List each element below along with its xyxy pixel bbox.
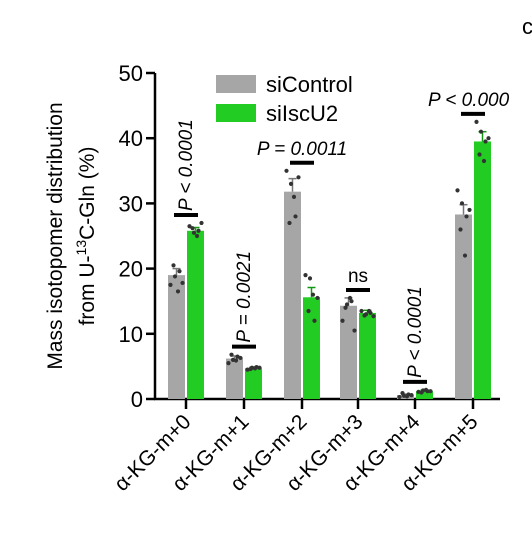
data-point xyxy=(477,152,482,157)
data-point xyxy=(306,308,311,314)
data-point xyxy=(312,318,317,323)
data-point xyxy=(362,313,367,318)
data-point xyxy=(467,207,472,213)
data-point xyxy=(248,366,253,372)
data-point xyxy=(371,314,376,319)
bar-siiscu2-4 xyxy=(416,391,433,399)
data-point xyxy=(344,302,350,307)
data-point xyxy=(455,188,460,193)
significance-label: P < 0.0001 xyxy=(405,286,426,378)
bar-siiscu2-5 xyxy=(474,141,491,399)
data-point xyxy=(199,220,204,226)
bar-siiscu2-2 xyxy=(303,297,320,399)
data-point xyxy=(233,358,239,363)
y-tick-label: 10 xyxy=(119,322,143,347)
panel-letter: c xyxy=(522,14,532,39)
data-point xyxy=(340,318,345,323)
data-point xyxy=(459,201,465,206)
data-point xyxy=(287,220,292,226)
bar-siiscu2-3 xyxy=(359,312,376,399)
data-point xyxy=(310,292,316,297)
data-point xyxy=(196,228,201,233)
data-point xyxy=(180,280,185,286)
y-tick-label: 0 xyxy=(131,387,143,412)
data-point xyxy=(190,226,195,231)
significance-label: P = 0.0021 xyxy=(234,251,255,343)
data-point xyxy=(172,274,178,279)
data-point xyxy=(226,361,231,366)
data-point xyxy=(252,366,258,371)
bar-sicontrol-1 xyxy=(226,358,243,399)
data-point xyxy=(284,168,289,173)
data-point xyxy=(194,233,200,239)
data-point xyxy=(464,214,469,219)
data-point xyxy=(187,224,192,229)
data-point xyxy=(397,394,402,400)
significance-label: P < 0.000 xyxy=(428,90,510,111)
significance-label: P < 0.0001 xyxy=(176,119,197,211)
bar-sicontrol-5 xyxy=(455,214,472,399)
data-point xyxy=(177,269,182,274)
data-point xyxy=(409,392,414,398)
data-point xyxy=(474,119,479,124)
y-tick-label: 20 xyxy=(119,257,143,282)
y-tick-label: 40 xyxy=(119,126,143,151)
data-point xyxy=(458,227,463,232)
bar-siiscu2-0 xyxy=(187,230,204,399)
data-point xyxy=(307,276,313,281)
data-point xyxy=(238,355,243,361)
data-point xyxy=(343,305,348,310)
data-point xyxy=(404,394,410,399)
data-point xyxy=(419,390,424,395)
bar-siiscu2-1 xyxy=(245,368,262,399)
data-point xyxy=(293,214,298,219)
data-point xyxy=(257,365,262,370)
data-point xyxy=(303,273,308,278)
data-point xyxy=(483,139,488,144)
bar-sicontrol-3 xyxy=(340,305,357,399)
data-point xyxy=(349,299,354,304)
legend-swatch-1 xyxy=(216,104,256,122)
significance-label: P = 0.0011 xyxy=(257,139,347,160)
data-point xyxy=(481,158,487,164)
data-point xyxy=(366,308,372,314)
data-point xyxy=(478,129,484,134)
bar-sicontrol-2 xyxy=(284,191,301,399)
y-tick-label: 50 xyxy=(119,61,143,86)
y-axis-label-line2: from U-13C-Gln (%) xyxy=(73,147,99,326)
data-point xyxy=(288,181,294,186)
data-point xyxy=(428,389,433,394)
data-point xyxy=(462,253,468,258)
data-point xyxy=(229,352,234,357)
legend-label-1: siIscU2 xyxy=(266,101,338,126)
data-point xyxy=(191,230,197,235)
data-point xyxy=(423,387,429,392)
data-point xyxy=(400,391,405,396)
data-point xyxy=(486,136,491,141)
data-point xyxy=(352,328,357,333)
legend-swatch-0 xyxy=(216,75,256,93)
bar-sicontrol-0 xyxy=(168,275,185,399)
data-point xyxy=(347,295,353,301)
data-point xyxy=(291,194,297,199)
data-point xyxy=(315,295,320,301)
y-tick-label: 30 xyxy=(119,191,143,216)
data-point xyxy=(296,175,301,180)
data-point xyxy=(359,308,364,314)
y-axis-label-line1: Mass isotopomer distribution xyxy=(44,102,67,369)
data-point xyxy=(171,263,176,268)
legend-label-0: siControl xyxy=(266,72,353,97)
data-point xyxy=(175,289,181,294)
data-point xyxy=(168,282,173,287)
significance-label: ns xyxy=(348,266,368,287)
